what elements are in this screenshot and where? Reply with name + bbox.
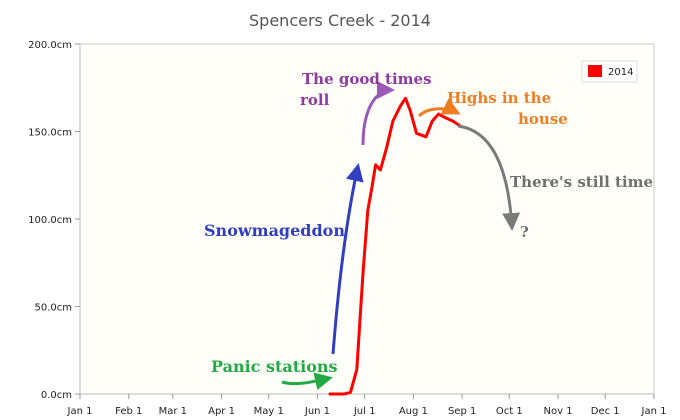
- annotation-panic-stations: Panic stations: [211, 357, 338, 376]
- annotation-arrow-panic: [281, 372, 333, 391]
- ticks: Jan 1 Feb 1 Mar 1 Apr 1 May 1 Jun 1 Jul 1 Aug 1…: [28, 40, 666, 417]
- x-tick-label: Apr 1: [208, 406, 235, 417]
- y-tick-label: 200.0cm: [28, 40, 72, 51]
- annotation-arrow-highs: [417, 98, 461, 118]
- annotation-arrow-good: [361, 81, 395, 146]
- annotation-still-time: There's still time: [510, 173, 653, 191]
- y-tick-label: 0.0cm: [41, 390, 72, 401]
- legend-label: 2014: [608, 67, 633, 78]
- series-line-2014: [328, 96, 463, 396]
- x-tick-label: Nov 1: [544, 406, 573, 417]
- x-tick-label: May 1: [254, 406, 284, 417]
- annotation-highs: Highs in the: [447, 89, 551, 107]
- annotation-arrow-still: [457, 124, 521, 231]
- annotation-arrow-snow: [331, 163, 364, 355]
- x-tick-label: Oct 1: [496, 406, 523, 417]
- x-tick-label: Sep 1: [448, 406, 476, 417]
- x-tick-label: Feb 1: [115, 406, 142, 417]
- legend-swatch: [588, 65, 602, 77]
- annotation-highs-2: house: [518, 110, 568, 128]
- annotation-snowmageddon: Snowmageddon: [204, 221, 345, 240]
- annotation-good-times: The good times: [302, 70, 432, 88]
- x-tick-label: Jul 1: [353, 406, 376, 417]
- x-tick-label: Aug 1: [399, 406, 428, 417]
- annotation-good-times-2: roll: [300, 91, 330, 109]
- y-tick-label: 50.0cm: [34, 303, 72, 314]
- x-tick-label: Jun 1: [304, 406, 330, 417]
- chart-title: Spencers Creek - 2014: [249, 11, 431, 30]
- x-tick-label: Mar 1: [159, 406, 187, 417]
- y-tick-label: 150.0cm: [28, 128, 72, 139]
- legend: 2014: [581, 60, 638, 83]
- x-tick-label: Jan 1: [67, 406, 93, 417]
- x-tick-label: Dec 1: [591, 406, 620, 417]
- annotations: Panic stations Snowmageddon The good tim…: [204, 70, 653, 391]
- annotation-question: ?: [520, 223, 529, 241]
- x-tick-label: Jan 1: [641, 406, 667, 417]
- y-tick-label: 100.0cm: [28, 215, 72, 226]
